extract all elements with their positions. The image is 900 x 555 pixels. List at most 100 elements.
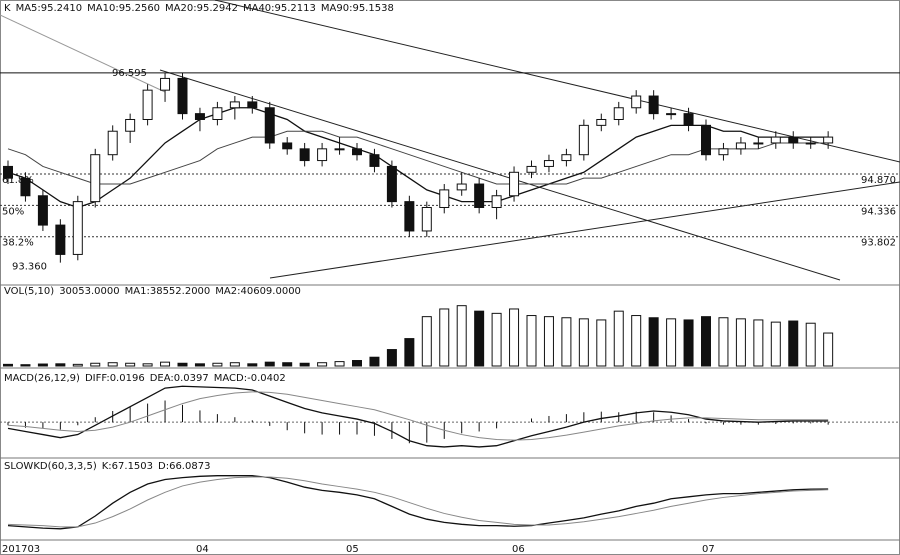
indicator-label: 30053.0000 — [59, 286, 119, 297]
indicator-label: K:67.1503 — [102, 461, 153, 472]
candle-body — [474, 183, 485, 208]
candle-body — [229, 101, 240, 109]
volume-bar — [37, 363, 48, 367]
volume-bar — [753, 319, 764, 367]
volume-bar — [142, 363, 153, 367]
level-pct: 61.8% — [2, 175, 34, 186]
candle-body — [788, 136, 799, 144]
candle-body — [3, 165, 13, 179]
indicator-label: DEA:0.0397 — [150, 373, 209, 384]
candle-body — [264, 107, 275, 144]
level-price: 94.336 — [861, 206, 896, 217]
indicator-line — [7, 475, 829, 530]
candle-body — [439, 189, 450, 208]
candle-body — [90, 154, 101, 203]
indicator-line — [7, 391, 829, 441]
volume-bar — [212, 362, 223, 367]
volume-bar — [491, 312, 502, 367]
candle-body — [648, 95, 659, 115]
date-label: 07 — [702, 544, 715, 555]
indicator-line — [7, 476, 829, 528]
volume-bar — [578, 318, 589, 367]
volume-bar — [735, 318, 746, 367]
candle-body — [456, 183, 467, 191]
date-label: 201703 — [2, 544, 40, 555]
indicator-label: D:66.0873 — [158, 461, 210, 472]
candle-body — [352, 148, 362, 156]
indicator-label: K — [4, 3, 11, 14]
volume-bar — [805, 322, 816, 367]
level-pct: 50% — [2, 206, 24, 217]
indicator-label: MA40:95.2113 — [243, 3, 316, 14]
candle-body — [753, 142, 764, 145]
indicator-label: MACD:-0.0402 — [214, 373, 286, 384]
candle-body — [177, 77, 188, 115]
volume-bar — [282, 362, 293, 367]
indicator-label: MA1:38552.2000 — [125, 286, 211, 297]
volume-bar — [509, 308, 520, 367]
volume-bar — [666, 318, 677, 367]
volume-bar — [386, 349, 397, 367]
volume-bar — [439, 308, 450, 367]
volume-bar — [299, 362, 310, 367]
volume-bar — [369, 356, 380, 367]
candle-body — [509, 171, 520, 197]
volume-bar — [72, 363, 83, 367]
candle-body — [160, 77, 171, 91]
candle-body — [20, 177, 31, 197]
volume-bar — [229, 362, 240, 367]
candle-body — [666, 113, 677, 116]
volume-bar — [317, 362, 328, 367]
indicator-label: MACD(26,12,9) — [4, 373, 80, 384]
volume-bar — [3, 363, 13, 367]
volume-bar — [526, 315, 537, 367]
candle-body — [369, 154, 380, 167]
volume-bar — [55, 363, 66, 367]
level-price: 93.802 — [861, 238, 896, 249]
indicator-label: MA90:95.1538 — [321, 3, 394, 14]
volume-bar — [107, 362, 118, 367]
candle-body — [823, 136, 834, 144]
volume-bar — [194, 363, 205, 367]
level-pct: 38.2% — [2, 238, 34, 249]
candle-body — [37, 195, 48, 226]
candle-body — [805, 142, 816, 145]
candle-body — [683, 113, 694, 126]
volume-bar — [264, 361, 275, 367]
candle-body — [194, 113, 205, 120]
candle-body — [561, 154, 572, 162]
indicator-label: MA10:95.2560 — [87, 3, 160, 14]
volume-bar — [788, 320, 799, 367]
candle-body — [334, 148, 345, 151]
candle-body — [299, 148, 310, 162]
volume-bar — [631, 315, 642, 367]
candle-body — [613, 107, 624, 120]
volume-bar — [352, 360, 362, 367]
candle-body — [526, 165, 537, 173]
volume-bar — [456, 305, 467, 367]
candle-body — [142, 89, 153, 120]
date-label: 06 — [512, 544, 525, 555]
candle-body — [631, 95, 642, 109]
low-label: 93.360 — [12, 262, 47, 273]
candle-body — [72, 201, 83, 255]
candle-body — [282, 142, 293, 150]
candle-body — [212, 107, 223, 120]
volume-bar — [474, 310, 485, 367]
candle-body — [404, 201, 415, 232]
indicator-label: MA5:95.2410 — [16, 3, 83, 14]
volume-bar — [543, 316, 554, 367]
indicator-line — [7, 385, 829, 448]
volume-bar — [90, 362, 101, 367]
ma90-line — [0, 14, 166, 93]
indicator-label: DIFF:0.0196 — [85, 373, 145, 384]
candle-body — [125, 118, 136, 132]
indicator-label: VOL(5,10) — [4, 286, 54, 297]
candle-body — [386, 165, 397, 203]
volume-bar — [613, 310, 624, 367]
volume-bar — [421, 316, 432, 367]
volume-bar — [683, 319, 694, 367]
volume-bar — [561, 317, 572, 367]
candle-body — [770, 136, 781, 144]
